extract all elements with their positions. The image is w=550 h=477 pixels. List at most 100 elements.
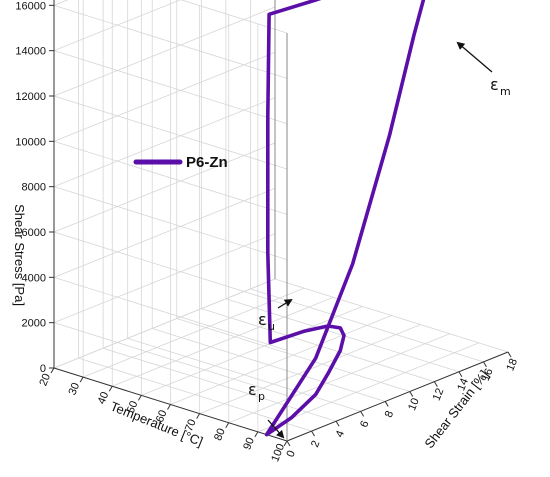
x-tick-label: 30 (66, 381, 82, 397)
tick-mark (286, 440, 291, 447)
grid-line (228, 333, 450, 424)
tick-mark (79, 376, 84, 383)
tick-mark (433, 381, 438, 387)
annotation-label: ε (258, 310, 267, 329)
x-tick-label: 80 (212, 427, 228, 443)
grid-line (152, 328, 386, 402)
tick-mark (360, 411, 365, 417)
y-tick-label: 0 (285, 449, 298, 459)
legend-label: P6-Zn (186, 154, 228, 171)
annotation-label: ε (490, 75, 499, 94)
grid-line (127, 337, 361, 412)
y-tick-label: 4 (334, 429, 347, 439)
grid-line (53, 142, 276, 233)
z-tick-label: 0 (40, 363, 46, 375)
tick-mark (137, 395, 142, 401)
annotations: ε mε uε p (248, 41, 511, 439)
grid-line (78, 357, 312, 432)
x-tick-label: 40 (96, 390, 112, 406)
grid-line (53, 4, 288, 79)
grid-line (53, 50, 288, 125)
y-tick-label: 16 (480, 367, 496, 383)
z-tick-label: 8000 (22, 182, 46, 194)
z-tick-label: 12000 (15, 91, 46, 103)
grid-line (141, 306, 363, 396)
y-tick-label: 2 (309, 439, 322, 449)
annotation-arrow (456, 41, 493, 73)
x-tick-label: 90 (241, 436, 257, 452)
tick-mark (50, 367, 55, 374)
z-tick-label: 14000 (15, 46, 46, 58)
grid-line (112, 296, 334, 387)
x-tick-label: 60 (154, 408, 170, 424)
x-tick-label: 50 (125, 399, 141, 415)
grid-line (53, 322, 288, 397)
tick-mark (384, 401, 389, 407)
x-tick-label: 20 (37, 372, 53, 388)
z-tick-label: 16000 (15, 0, 46, 12)
grid-line (53, 233, 276, 324)
tick-mark (108, 385, 113, 392)
tick-mark (507, 351, 512, 358)
tick-mark (167, 404, 171, 410)
grid-line (170, 315, 392, 405)
tick-labels: 0 2000 4000 6000 8000 10000 12000 14000 16000 18 0… (15, 0, 520, 463)
grid-line (201, 308, 435, 383)
tick-mark (196, 413, 201, 419)
y-tick-label: 12 (431, 387, 447, 403)
tick-mark (283, 440, 288, 447)
annotation-arrow (267, 419, 285, 439)
z-axis-title: Shear Stress [Pa] (12, 204, 27, 306)
z-tick-label: 4000 (22, 272, 46, 284)
annotation-arrow (277, 298, 293, 309)
grid-line (53, 95, 288, 170)
y-tick-label: 18 (504, 357, 520, 373)
grid-line (53, 0, 69, 6)
grid-line (257, 342, 480, 433)
grid-line (53, 97, 276, 188)
grid-line (53, 231, 288, 306)
tick-mark (335, 420, 340, 427)
tick-mark (409, 391, 414, 397)
y-tick-label: 10 (406, 397, 422, 413)
grid-line (180, 0, 288, 34)
tick-mark (225, 422, 230, 429)
z-tick-label: 10000 (15, 136, 46, 148)
annotation-subscript: p (258, 390, 265, 403)
grid-line (82, 287, 305, 378)
grid-line (53, 187, 276, 278)
z-tick-label: 2000 (22, 318, 46, 330)
grid-line (53, 278, 276, 369)
x-tick-label: 70 (183, 418, 199, 434)
series-line (264, 0, 426, 437)
annotation-label: ε (248, 380, 257, 399)
annotation-subscript: u (268, 320, 275, 333)
grid-line (102, 347, 337, 422)
y-tick-label: 6 (358, 419, 371, 429)
grid-line (250, 288, 484, 363)
grid-line (53, 51, 276, 142)
y-tick-label: 14 (455, 377, 471, 393)
annotation-subscript: m (500, 85, 511, 98)
grid-line (274, 278, 509, 353)
z-tick-label: 6000 (22, 227, 46, 239)
grid-line (53, 0, 181, 52)
grid-layer (53, 0, 509, 442)
tick-mark (254, 431, 259, 438)
grid-line (53, 276, 288, 351)
axis-frame (53, 0, 509, 442)
y-axis-title: Shear Strain [%] (421, 367, 491, 451)
y-tick-label: 8 (383, 409, 396, 419)
tick-mark (311, 430, 315, 437)
series-layer (264, 0, 426, 437)
legend: P6-Zn (133, 154, 228, 171)
grid-line (176, 318, 410, 392)
frame-edge (286, 351, 509, 442)
grid-line (53, 186, 288, 261)
tick-mark (483, 361, 487, 368)
grid-line (53, 6, 276, 97)
